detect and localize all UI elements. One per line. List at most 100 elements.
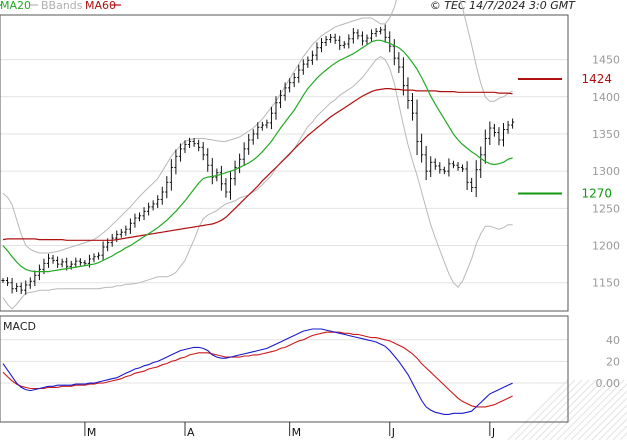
ohlc-bar bbox=[151, 200, 155, 211]
ohlc-bar bbox=[306, 56, 310, 68]
x-tick-label: A bbox=[187, 426, 195, 439]
ohlc-bar bbox=[247, 133, 251, 155]
price-tick-label: 1450 bbox=[592, 54, 620, 67]
legend-ma60: MA60 bbox=[85, 0, 116, 12]
ohlc-bar bbox=[5, 277, 10, 287]
hatch-line bbox=[605, 418, 627, 440]
ohlc-bar bbox=[451, 160, 456, 169]
ohlc-bar bbox=[233, 160, 237, 186]
ohlc-bar bbox=[442, 166, 446, 175]
ohlc-bar bbox=[342, 41, 346, 49]
hatch-line bbox=[507, 379, 569, 440]
ohlc-bar bbox=[128, 218, 132, 234]
ohlc-bar bbox=[297, 64, 301, 83]
ohlc-bar bbox=[365, 34, 369, 45]
ohlc-bar bbox=[119, 228, 123, 238]
price-grid bbox=[0, 59, 627, 440]
ohlc-bar bbox=[37, 264, 41, 281]
legend-ma20: MA20 bbox=[0, 0, 31, 12]
x-tick-label: M bbox=[87, 426, 97, 439]
signal-line bbox=[2, 331, 513, 408]
hatch-line bbox=[514, 379, 576, 440]
price-tick-label: 1250 bbox=[592, 202, 620, 215]
legend: MA20 BBands MA60 bbox=[0, 0, 121, 12]
ohlc-bar bbox=[383, 24, 387, 43]
ohlc-bar bbox=[424, 145, 428, 181]
price-tick-label: 1400 bbox=[592, 91, 620, 104]
price-tick-label: 1200 bbox=[592, 240, 620, 253]
macd-line bbox=[2, 328, 513, 415]
ohlc-bar bbox=[96, 252, 101, 260]
ohlc-bar bbox=[260, 121, 264, 131]
ma20-line bbox=[2, 39, 513, 273]
x-tick-label: J bbox=[491, 426, 495, 439]
ohlc-bar bbox=[360, 31, 365, 46]
ohlc-bar bbox=[356, 29, 360, 40]
hatch-line bbox=[528, 379, 590, 440]
ohlc-bar bbox=[483, 129, 487, 164]
ohlc-bar bbox=[511, 118, 515, 129]
legend-bbands: BBands bbox=[41, 0, 83, 12]
ohlc-bar bbox=[379, 26, 383, 35]
hatch-line bbox=[535, 379, 597, 440]
ohlc-bar bbox=[147, 202, 151, 216]
hatch-line bbox=[598, 411, 627, 440]
ohlc-bar bbox=[92, 253, 96, 263]
ohlc-bar bbox=[324, 35, 328, 47]
hatch-line bbox=[556, 379, 618, 440]
ohlc-bar bbox=[397, 52, 401, 74]
ohlc-bar bbox=[319, 38, 324, 53]
ohlc-bar bbox=[420, 133, 424, 163]
hatch-line bbox=[577, 390, 627, 440]
hatch-line bbox=[612, 425, 627, 440]
ohlc-bar bbox=[56, 256, 60, 269]
macd-y-ticks: 40 20 0.00 bbox=[596, 334, 621, 390]
ohlc-bar bbox=[497, 127, 501, 146]
moving-averages bbox=[2, 39, 513, 273]
hatch-line bbox=[570, 383, 627, 440]
ohlc-bar bbox=[269, 106, 274, 130]
ohlc-bar bbox=[187, 137, 192, 148]
ohlc-bar bbox=[228, 170, 233, 200]
ohlc-bar bbox=[351, 28, 355, 44]
price-tick-label: 1350 bbox=[592, 128, 620, 141]
ohlc-bar bbox=[46, 253, 51, 268]
ohlc-bar bbox=[301, 59, 305, 75]
ohlc-bar bbox=[251, 129, 255, 145]
ohlc-bar bbox=[24, 280, 28, 295]
ohlc-bar bbox=[183, 140, 187, 154]
ohlc-bar bbox=[165, 176, 169, 199]
hatch-line bbox=[549, 379, 611, 440]
price-y-ticks: 1150 1200 1250 1300 1350 1400 1450 bbox=[592, 54, 620, 290]
ohlc-bar bbox=[197, 139, 201, 152]
ohlc-bar bbox=[388, 31, 392, 53]
ohlc-bar bbox=[201, 142, 205, 161]
ohlc-bar bbox=[310, 50, 314, 65]
ohlc-bar bbox=[274, 96, 278, 120]
price-panel-frame bbox=[0, 14, 569, 312]
ohlc-bar bbox=[501, 122, 506, 147]
ohlc-bar bbox=[124, 225, 128, 236]
hatch-line bbox=[591, 404, 627, 440]
x-tick-label: M bbox=[292, 426, 302, 439]
credit-text: © TEC 14/7/2024 3:0 GMT bbox=[430, 0, 576, 12]
ohlc-bar bbox=[192, 138, 196, 147]
ohlc-bar bbox=[479, 146, 483, 179]
macd-lines bbox=[2, 328, 513, 415]
ohlc-bar bbox=[210, 158, 214, 185]
ohlc-bar bbox=[174, 149, 178, 175]
ohlc-bar bbox=[438, 162, 442, 174]
macd-tick-label: 20 bbox=[606, 355, 620, 368]
macd-label: MACD bbox=[3, 320, 36, 333]
ohlc-bar bbox=[506, 120, 510, 134]
ohlc-bar bbox=[292, 73, 296, 88]
ohlc-bar bbox=[401, 57, 405, 96]
ohlc-bar bbox=[156, 195, 160, 209]
ohlc-bar bbox=[465, 161, 469, 191]
ohlc-bar bbox=[142, 207, 146, 220]
ohlc-bar bbox=[60, 258, 64, 268]
ohlc-bar bbox=[333, 33, 337, 44]
ohlc-bar bbox=[10, 277, 14, 294]
